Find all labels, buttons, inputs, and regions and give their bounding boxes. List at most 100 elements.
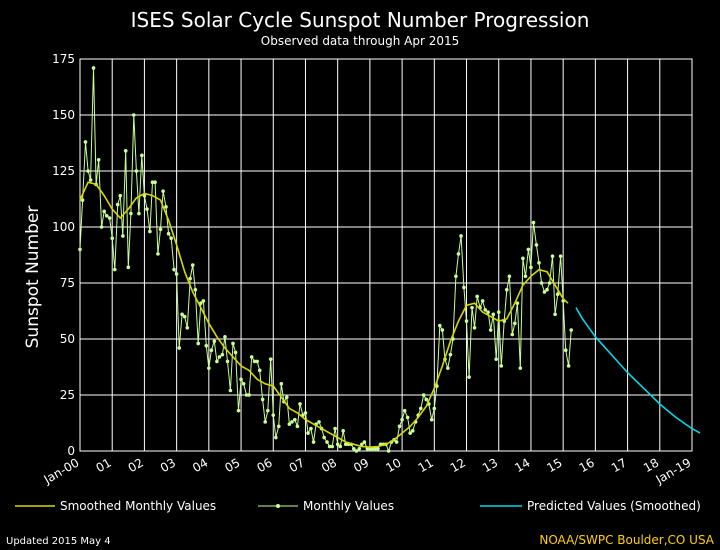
monthly-point <box>212 339 217 344</box>
monthly-point <box>464 319 469 323</box>
monthly-point <box>182 314 187 319</box>
monthly-point <box>148 229 152 234</box>
monthly-point <box>131 113 136 117</box>
monthly-point <box>317 420 321 424</box>
y-tick-label: 100 <box>52 220 75 234</box>
monthly-point <box>220 352 225 357</box>
series-line-monthly <box>79 67 572 452</box>
monthly-point <box>217 355 222 359</box>
monthly-point <box>177 346 182 350</box>
monthly-point <box>145 207 149 211</box>
y-tick-label: 50 <box>60 332 75 346</box>
monthly-point <box>309 426 313 431</box>
monthly-point <box>397 424 402 429</box>
credit-note: NOAA/SWPC Boulder,CO USA <box>539 533 714 547</box>
monthly-point <box>215 359 219 364</box>
x-tick-label: 17 <box>609 455 629 475</box>
x-tick-label: 04 <box>190 455 210 475</box>
monthly-point <box>172 267 176 272</box>
monthly-point <box>268 357 273 361</box>
chart-gridlines <box>80 59 692 451</box>
monthly-point <box>107 216 112 220</box>
monthly-point <box>491 312 496 317</box>
series-line-predicted <box>575 307 701 434</box>
monthly-point <box>440 328 445 332</box>
monthly-point <box>201 299 206 303</box>
monthly-point <box>241 382 246 386</box>
x-tick-label: Jan-00 <box>41 455 82 487</box>
monthly-point <box>188 276 192 281</box>
monthly-point <box>529 265 533 270</box>
monthly-point <box>325 440 329 444</box>
monthly-point <box>521 256 525 261</box>
monthly-point <box>78 247 82 252</box>
monthly-point <box>531 220 536 225</box>
updated-note: Updated 2015 May 4 <box>6 536 111 547</box>
monthly-point <box>123 149 128 153</box>
y-tick-label: 125 <box>52 164 75 178</box>
monthly-point <box>410 429 415 433</box>
y-tick-label: 175 <box>52 52 75 66</box>
monthly-point <box>534 243 539 247</box>
monthly-point <box>333 426 337 431</box>
y-tick-label: 150 <box>52 108 75 122</box>
monthly-point <box>558 254 563 258</box>
x-tick-label: 07 <box>287 455 307 475</box>
monthly-point <box>322 435 326 440</box>
legend: Smoothed Monthly Values Monthly Values P… <box>15 499 701 513</box>
monthly-point <box>488 328 493 332</box>
monthly-point <box>239 377 243 382</box>
monthly-point <box>462 285 466 290</box>
monthly-point <box>287 422 292 426</box>
monthly-point <box>370 446 375 451</box>
monthly-point <box>274 435 278 440</box>
monthly-point <box>193 287 198 292</box>
x-tick-label: 03 <box>158 455 178 475</box>
monthly-point <box>351 446 356 451</box>
series-layer <box>78 66 701 453</box>
monthly-point <box>134 169 139 173</box>
monthly-point <box>421 393 426 397</box>
monthly-point <box>276 424 281 429</box>
y-tick-label: 75 <box>60 276 75 290</box>
monthly-point <box>343 442 348 447</box>
monthly-point <box>126 265 131 270</box>
monthly-point <box>341 429 345 433</box>
monthly-point <box>376 446 380 451</box>
monthly-point <box>96 158 101 162</box>
monthly-point <box>252 359 257 364</box>
monthly-point <box>196 341 201 346</box>
series-line-smoothed <box>79 181 569 449</box>
x-tick-label: 16 <box>577 455 597 475</box>
monthly-point <box>405 415 410 420</box>
legend-label-predicted: Predicted Values (Smoothed) <box>527 499 701 513</box>
monthly-point <box>164 205 168 209</box>
x-tick-label: 10 <box>383 455 403 475</box>
monthly-point <box>156 252 160 256</box>
monthly-point <box>129 211 133 216</box>
monthly-point <box>563 348 568 353</box>
monthly-point <box>472 326 477 330</box>
monthly-point <box>513 321 517 326</box>
monthly-point <box>566 364 571 368</box>
monthly-point <box>279 382 284 386</box>
monthly-point <box>88 178 93 182</box>
monthly-point <box>110 236 115 240</box>
monthly-point <box>526 247 531 252</box>
monthly-point <box>265 408 270 413</box>
monthly-point <box>295 424 300 429</box>
monthly-point <box>99 225 104 229</box>
monthly-point <box>228 388 233 393</box>
monthly-point <box>83 140 88 144</box>
monthly-point <box>223 334 227 339</box>
monthly-point <box>118 193 123 198</box>
legend-label-monthly: Monthly Values <box>303 499 394 513</box>
monthly-point <box>437 323 442 328</box>
monthly-point <box>429 417 434 422</box>
monthly-point <box>515 301 520 305</box>
monthly-point <box>115 202 120 207</box>
monthly-point <box>284 395 289 400</box>
monthly-point <box>306 431 310 435</box>
monthly-point <box>204 343 209 348</box>
monthly-point <box>432 406 437 411</box>
